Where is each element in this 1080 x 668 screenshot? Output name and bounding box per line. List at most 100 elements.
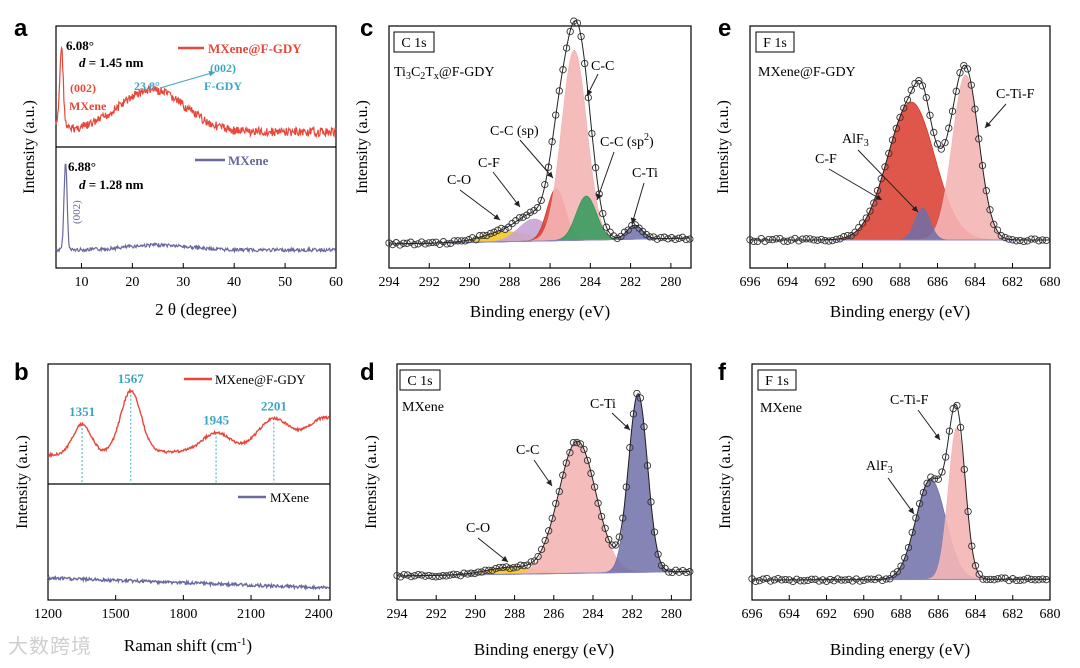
x-tick-label: 690 (853, 607, 874, 622)
data-point (442, 572, 451, 580)
label-d-cc: C-C (516, 443, 539, 458)
plot-frame-b (47, 363, 331, 601)
x-label-end: ) (246, 636, 252, 655)
data-point (633, 389, 641, 398)
data-point (559, 471, 567, 479)
plot-frame-c (388, 25, 692, 269)
data-point (534, 552, 542, 561)
y-axis-label-b: Intensity (a.u.) (14, 435, 31, 529)
envelope-f (752, 403, 1050, 581)
peak-labels-b: 1351 1567 1945 2201 (69, 371, 287, 428)
label-c-cc: C-C (591, 59, 614, 74)
data-point (938, 468, 946, 476)
d-symbol: d (79, 55, 86, 70)
x-tick-label: 284 (583, 607, 604, 622)
s2: C (411, 65, 420, 80)
data-point (653, 235, 661, 243)
x-axis-label-a: 2 θ (degree) (155, 300, 237, 319)
label-c-co: C-O (447, 173, 471, 188)
x-tick-label: 684 (965, 275, 986, 290)
x-ticks-d: 294 292 290 288 286 284 282 280 (387, 595, 682, 622)
arrow-c-cc (586, 73, 599, 97)
label-e-ctif: C-Ti-F (996, 87, 1035, 102)
plane-a-top: (002) (70, 81, 96, 95)
data-point (897, 562, 905, 570)
arrow-e-ctif (984, 103, 1007, 129)
data-point (392, 239, 400, 247)
data-point (668, 568, 676, 577)
sample-label-c: Ti3C2Tx@F-GDY (394, 65, 495, 82)
data-point (750, 237, 758, 246)
data-point (757, 234, 765, 243)
x-tick-label: 290 (459, 275, 480, 290)
data-point (537, 545, 546, 554)
x-tick-label-b: 2100 (237, 607, 265, 622)
label-f-ctif: C-Ti-F (890, 393, 929, 408)
gdy-plane: (002) (210, 61, 236, 75)
csp2-sup: 2 (644, 132, 649, 143)
box-label-frame-d (399, 369, 441, 391)
data-point (798, 235, 807, 243)
box-label-frame-f (757, 369, 797, 391)
data-point (654, 550, 662, 558)
x-tick-label: 292 (419, 275, 440, 290)
data-point (1020, 576, 1028, 584)
data-point (436, 240, 444, 248)
peak-label: 1567 (118, 371, 145, 386)
data-point (780, 237, 788, 245)
data-point (783, 237, 792, 245)
data-point (396, 241, 404, 249)
s1: 3 (406, 71, 411, 82)
data-point (432, 238, 440, 246)
x-tick-label-b: 2400 (305, 607, 333, 622)
panel-d: d 294 292 290 288 286 284 282 280 C 1s MXene C-… (360, 359, 694, 659)
data-point (590, 483, 599, 491)
data-point (573, 19, 582, 27)
arrow-f-alf3 (887, 477, 915, 515)
data-point (915, 499, 924, 508)
arrow-c-cf (492, 171, 521, 208)
data-point (766, 577, 775, 585)
data-point (860, 576, 868, 585)
data-point (526, 208, 534, 216)
data-point (800, 577, 808, 585)
x-tick-label-a: 10 (74, 275, 88, 290)
data-point (435, 572, 443, 581)
data-point (566, 27, 574, 36)
data-point (566, 449, 574, 457)
envelope-e (750, 64, 1050, 241)
arrow-c-csp (519, 139, 554, 179)
gdy-arrow (159, 70, 216, 89)
data-point (971, 562, 980, 570)
x-tick-label: 282 (620, 275, 641, 290)
data-point (472, 236, 480, 244)
x-tick-label: 282 (622, 607, 643, 622)
data-point (516, 561, 525, 569)
data-point (665, 568, 673, 576)
alf-main: AlF (842, 132, 864, 147)
x-ticks-b: 1200 1500 1800 2100 2400 (34, 595, 333, 622)
label-d-cti: C-Ti (590, 397, 616, 412)
x-tick-label: 688 (890, 275, 911, 290)
data-point (759, 575, 767, 583)
data-point (515, 214, 524, 222)
data-point (1035, 237, 1043, 245)
data-point (937, 145, 945, 153)
x-tick-label-b: 1800 (169, 607, 197, 622)
label-f-alf3: AlF3 (866, 459, 893, 476)
data-point (417, 238, 426, 246)
x-tick-label: 294 (387, 607, 408, 622)
data-point (678, 233, 687, 241)
x-tick-label: 286 (540, 275, 561, 290)
d-value: = 1.28 nm (86, 177, 144, 192)
panel-b: b 1200 1500 1800 2100 2400 1351156719452201 … (14, 359, 333, 655)
data-point (576, 440, 585, 448)
data-point (975, 570, 983, 578)
legend-label-a-top: MXene@F-GDY (208, 41, 302, 56)
data-point (789, 577, 797, 586)
data-point (530, 557, 539, 565)
data-point (822, 577, 831, 585)
data-point (672, 566, 680, 574)
data-point (660, 233, 669, 241)
data-point (432, 573, 440, 581)
